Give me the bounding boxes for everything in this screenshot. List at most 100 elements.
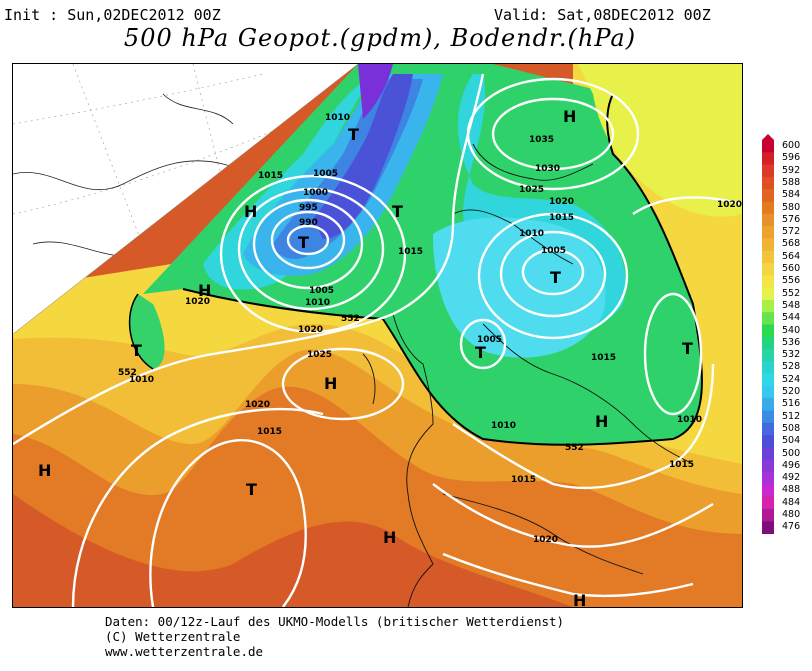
isobar-label: 1005 [541,246,566,256]
footer-website: www.wetterzentrale.de [105,644,264,659]
color-scale-bar [762,134,774,534]
scale-tick-label: 536 [782,336,801,348]
scale-tick-label: 560 [782,263,801,274]
scale-swatch [762,349,774,362]
scale-swatch [762,472,774,485]
scale-swatch [762,189,774,202]
scale-swatch [762,398,774,412]
scale-tick-label: 568 [782,238,801,250]
isobar-label: 1020 [549,197,574,207]
scale-tick-label: 584 [782,189,801,201]
scale-tick-label: 520 [782,386,801,397]
low-marker: T [392,202,403,221]
pressure-systems: H H H H H H H H T T T T T T T T [38,107,693,607]
isobar-label: 1005 [477,335,502,345]
scale-arrow-top [762,134,774,140]
isobar-label: 1020 [245,400,270,410]
isobar-label: 1020 [185,297,210,307]
scale-swatch [762,299,774,313]
isobar-label: 1010 [325,113,350,123]
scale-tick-label: 492 [782,472,801,484]
contour-552-labels: 552 552 552 [118,314,584,453]
scale-tick-label: 600 [782,140,801,151]
scale-tick-label: 592 [782,164,801,176]
scale-swatch [762,435,774,448]
weather-map: 1010 1015 1005 1000 995 990 1005 1010 10… [12,63,743,608]
scale-swatch [762,164,774,178]
scale-swatch [762,496,774,510]
isobar-label: 1000 [303,188,328,198]
isobar-label: 1010 [491,421,516,431]
high-marker: H [595,412,608,431]
isobar-labels: 1010 1015 1005 1000 995 990 1005 1010 10… [129,113,742,545]
valid-time: Valid: Sat,08DEC2012 00Z [494,6,711,24]
scale-tick-label: 524 [782,373,801,385]
scale-swatch [762,287,774,301]
scale-tick-label: 544 [782,312,801,324]
scale-swatch [762,176,774,190]
isobar-label: 1010 [519,229,544,239]
scale-tick-label: 476 [782,521,801,533]
scale-tick-label: 512 [782,410,801,422]
high-marker: H [38,461,51,480]
high-marker: H [573,591,586,607]
scale-swatch [762,152,774,166]
scale-swatch [762,312,774,325]
scale-swatch [762,361,774,375]
isobar-label: 1015 [398,247,423,257]
scale-tick-label: 508 [782,422,801,434]
isobar-label: 1030 [535,164,560,174]
footer-copyright: (C) Wetterzentrale [105,629,241,644]
low-marker: T [682,339,693,358]
isobar-label: 1015 [511,475,536,485]
low-marker: T [246,480,257,499]
chart-title: 500 hPa Geopot.(gpdm), Bodendr.(hPa) [123,24,637,52]
scale-swatch [762,275,774,289]
scale-swatch [762,509,774,522]
scale-tick-label: 548 [782,299,801,311]
scale-tick-label: 556 [782,275,801,287]
isobar-label: 1025 [307,350,332,360]
scale-swatch [762,459,774,473]
isobar-label: 1015 [257,427,282,437]
scale-tick-label: 488 [782,484,801,496]
isobar-label: 1010 [305,298,330,308]
scale-tick-label: 580 [782,201,801,213]
isobar-label: 1015 [549,213,574,223]
low-marker: T [475,343,486,362]
isobar-label: 1020 [717,200,742,210]
scale-swatch [762,140,774,153]
scale-tick-label: 480 [782,509,801,520]
graticule [13,64,314,325]
scale-tick-label: 552 [782,287,801,299]
scale-swatch [762,373,774,387]
init-time: Init : Sun,02DEC2012 00Z [4,6,221,24]
low-marker: T [131,341,142,360]
scale-tick-label: 572 [782,226,801,238]
scale-swatch [762,521,774,534]
isobar-label: 1015 [591,353,616,363]
scale-tick-label: 596 [782,152,801,164]
isobar-label: 1010 [129,375,154,385]
scale-tick-label: 496 [782,459,801,471]
scale-tick-label: 576 [782,213,801,225]
isobar-label: 990 [299,218,318,228]
scale-swatch [762,386,774,399]
scale-swatch [762,201,774,215]
isobar-label: 1035 [529,135,554,145]
scale-tick-label: 564 [782,250,801,262]
isobar-label: 1020 [533,535,558,545]
low-marker: T [348,125,359,144]
isobar-label: 995 [299,203,318,213]
scale-swatch [762,422,774,436]
high-marker: H [198,281,211,300]
contour-label: 552 [565,443,584,453]
scale-tick-label: 540 [782,324,801,336]
isobar-label: 1025 [519,185,544,195]
scale-swatch [762,263,774,276]
isobar-label: 1005 [313,169,338,179]
contour-label: 552 [118,368,137,378]
isobar-label: 1015 [258,171,283,181]
isobar-label: 1005 [309,286,334,296]
scale-tick-label: 500 [782,447,801,459]
